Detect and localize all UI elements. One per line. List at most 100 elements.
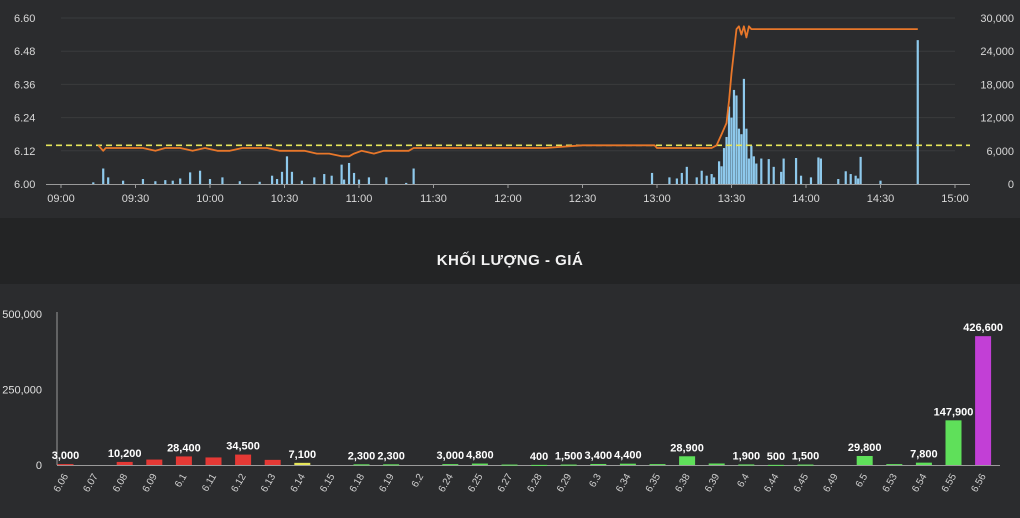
volume-bar (857, 178, 860, 184)
volume-bar (679, 456, 696, 465)
volume-bar (708, 463, 725, 465)
x-tick-label: 6.07 (81, 472, 100, 495)
volume-bar (146, 459, 163, 465)
data-label: 4,800 (466, 450, 494, 462)
x-tick-label: 6.53 (881, 472, 900, 495)
volume-bar (767, 464, 784, 466)
volume-bar (735, 95, 738, 184)
volume-bar (782, 158, 785, 184)
volume-bar (205, 457, 222, 465)
volume-bar (285, 156, 289, 184)
volume-bar (975, 336, 992, 465)
volume-bar (300, 180, 303, 184)
volume-bar (879, 180, 882, 184)
volume-bar (745, 128, 748, 184)
volume-bar (619, 463, 636, 465)
volume-bar (649, 464, 666, 466)
volume-bar (270, 175, 274, 184)
x-tick-label: 6.1 (173, 472, 190, 490)
volume-bar (856, 456, 873, 465)
volume-bar (357, 179, 361, 184)
volume-bar (854, 175, 857, 184)
y-right-tick-label: 12,000 (980, 113, 1014, 125)
volume-bar (412, 168, 415, 184)
volume-bar (755, 163, 758, 184)
volume-bar (264, 459, 281, 465)
intraday-chart: 6.60 6.48 6.36 6.24 6.12 6.00 30,000 24,000 18,0… (14, 13, 1014, 205)
data-label: 7,100 (289, 449, 317, 461)
volume-bar (501, 464, 518, 466)
volume-bar (819, 158, 822, 184)
x-tick-label: 6.56 (969, 472, 988, 495)
volume-bar (198, 170, 202, 184)
x-tick-label: 6.06 (52, 472, 71, 495)
x-tick-label: 15:00 (941, 193, 969, 205)
volume-bar (171, 180, 174, 184)
volume-bar (385, 177, 388, 184)
volume-bar (189, 172, 192, 184)
x-tick-label: 6.11 (200, 472, 219, 494)
volume-bar (675, 178, 678, 184)
y-tick-label: 0 (36, 460, 42, 472)
volume-bar (695, 177, 698, 184)
volume-bar (717, 161, 721, 184)
x-tick-label: 6.14 (289, 472, 308, 495)
data-label: 500 (767, 451, 785, 463)
volume-bar (442, 464, 459, 466)
volume-bar (164, 180, 167, 184)
volume-bar (208, 179, 212, 184)
volume-bar (175, 456, 192, 465)
volume-bar (258, 181, 261, 184)
x-tick-label: 12:30 (569, 193, 597, 205)
y-right-tick-label: 24,000 (980, 46, 1014, 58)
volume-bar (722, 148, 726, 184)
volume-bar (92, 182, 95, 184)
volume-bar (116, 461, 133, 465)
volume-bar (294, 462, 311, 465)
volume-bar (817, 157, 820, 184)
volume-bar (760, 158, 763, 184)
x-tick-label: 14:30 (867, 193, 895, 205)
volume-bar (668, 177, 671, 184)
x-tick-label: 6.3 (587, 472, 604, 490)
y-left-tick-label: 6.36 (14, 79, 35, 91)
volume-bar (330, 175, 333, 184)
x-tick-label: 6.38 (673, 472, 692, 495)
data-label: 3,000 (52, 450, 80, 462)
volume-bar (340, 164, 343, 184)
x-tick-label: 14:00 (792, 193, 820, 205)
y-left-tick-label: 6.00 (14, 179, 35, 191)
volume-bar (343, 179, 346, 184)
x-tick-label: 6.25 (466, 472, 485, 495)
volume-bar (737, 128, 741, 184)
volume-bar (235, 454, 252, 465)
volume-bar (738, 464, 755, 466)
x-tick-label: 6.19 (377, 472, 396, 495)
y-left-tick-label: 6.60 (14, 13, 35, 25)
x-tick-label: 6.5 (854, 472, 871, 490)
data-label: 2,300 (377, 450, 405, 462)
volume-bar (405, 182, 408, 184)
volume-bar (740, 134, 743, 184)
data-label: 28,400 (167, 442, 201, 454)
data-label: 2,300 (348, 450, 376, 462)
volume-bar (710, 174, 713, 184)
x-tick-label: 13:00 (643, 193, 671, 205)
data-label: 1,500 (555, 451, 583, 463)
data-label: 7,800 (910, 449, 938, 461)
volume-bar (794, 157, 798, 184)
volume-bar (799, 175, 803, 184)
volume-bar (713, 177, 716, 184)
volume-bar (531, 464, 548, 466)
x-tick-label: 12:00 (494, 193, 522, 205)
data-label: 3,400 (585, 450, 613, 462)
volume-bar (313, 177, 316, 184)
x-tick-label: 6.28 (525, 472, 544, 495)
volume-bar (752, 156, 755, 184)
data-label: 147,900 (934, 406, 974, 418)
y-right-tick-label: 6,000 (986, 146, 1014, 158)
volume-bar (945, 420, 962, 465)
x-tick-label: 6.12 (229, 472, 248, 495)
volume-bar (57, 464, 74, 466)
volume-bar (809, 177, 813, 184)
